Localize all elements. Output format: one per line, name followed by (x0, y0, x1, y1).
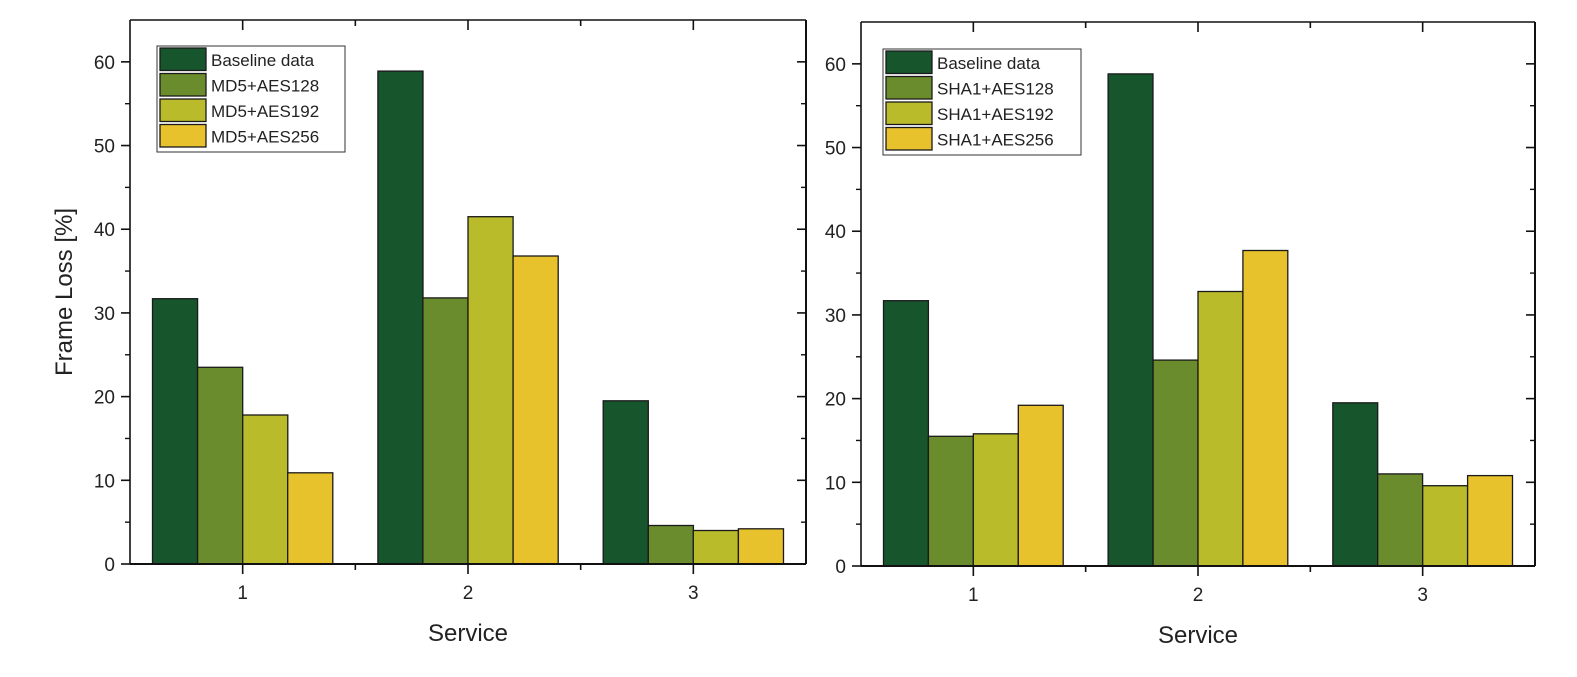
bar-md5-aes256-service-2 (512, 255, 559, 565)
y-tick-label: 60 (94, 53, 115, 74)
y-tick-label: 60 (825, 55, 846, 76)
bar-md5-aes192-service-2 (467, 216, 514, 565)
y-tick-label: 0 (104, 555, 115, 576)
y-tick-label: 40 (94, 220, 115, 241)
legend-label: SHA1+AES128 (937, 80, 1054, 99)
y-tick-label: 30 (94, 304, 115, 325)
bar-sha1-aes128-service-3 (1377, 473, 1424, 567)
y-tick-label: 20 (94, 388, 115, 409)
bar-sha1-aes128-service-2 (1152, 359, 1199, 567)
bar-baseline-data-service-1 (151, 298, 199, 565)
x-tick-label: 1 (968, 585, 979, 606)
left-chart-panel: 0 10 20 30 40 50 60 1 2 3 Service Frame Loss [%] Bas… (51, 19, 807, 647)
bar-baseline-data-service-3 (602, 400, 649, 565)
bar-baseline-data-service-3 (1332, 402, 1379, 567)
legend-swatch (885, 75, 933, 100)
x-tick-label: 3 (688, 583, 699, 604)
legend-label: MD5+AES128 (211, 77, 319, 96)
legend-swatch (159, 98, 207, 123)
bar-baseline-data-service-2 (377, 70, 424, 565)
y-axis-title: Frame Loss [%] (51, 208, 78, 376)
bar-md5-aes128-service-2 (422, 297, 469, 565)
x-tick-label: 1 (237, 583, 248, 604)
y-tick-label: 0 (835, 557, 846, 578)
legend-swatch (885, 126, 933, 151)
y-tick-label: 20 (825, 390, 846, 411)
y-tick-label: 50 (94, 137, 115, 158)
y-tick-label: 50 (825, 139, 846, 160)
x-tick-label: 2 (463, 583, 474, 604)
x-axis-title: Service (428, 620, 508, 647)
bar-sha1-aes128-service-1 (927, 435, 974, 567)
legend-swatch (159, 47, 207, 72)
bar-md5-aes192-service-3 (692, 529, 740, 565)
bar-sha1-aes256-service-1 (1017, 404, 1064, 567)
bar-baseline-data-service-2 (1107, 73, 1154, 567)
legend-label: SHA1+AES192 (937, 105, 1054, 124)
bar-sha1-aes256-service-2 (1242, 249, 1289, 567)
y-tick-label: 10 (825, 473, 846, 494)
bar-sha1-aes256-service-3 (1466, 474, 1514, 567)
right-chart-panel: 0 10 20 30 40 50 60 1 2 3 Service Baseline data SHA1… (825, 21, 1536, 649)
bar-sha1-aes192-service-2 (1197, 290, 1244, 567)
y-tick-label: 30 (825, 306, 846, 327)
legend-label: Baseline data (211, 51, 315, 70)
legend-label: MD5+AES192 (211, 102, 319, 121)
bar-md5-aes256-service-1 (287, 472, 334, 565)
x-tick-label: 2 (1193, 585, 1204, 606)
y-tick-label: 10 (94, 471, 115, 492)
bar-baseline-data-service-1 (882, 300, 930, 567)
bar-md5-aes128-service-3 (647, 524, 695, 565)
y-tick-label: 40 (825, 222, 846, 243)
legend: Baseline data SHA1+AES128 SHA1+AES192 SHA1+… (882, 48, 1082, 156)
legend-swatch (885, 50, 933, 75)
legend: Baseline data MD5+AES128 MD5+AES192 MD5+AES… (156, 45, 346, 153)
bar-sha1-aes192-service-3 (1422, 485, 1469, 567)
legend-swatch (885, 101, 933, 126)
legend-swatch (159, 123, 207, 148)
legend-label: SHA1+AES256 (937, 131, 1054, 150)
x-axis-title: Service (1158, 622, 1238, 649)
legend-swatch (159, 72, 207, 97)
bar-sha1-aes192-service-1 (972, 433, 1019, 567)
bar-md5-aes192-service-1 (242, 414, 289, 565)
x-tick-label: 3 (1417, 585, 1428, 606)
bar-md5-aes256-service-3 (737, 528, 785, 565)
legend-label: MD5+AES256 (211, 128, 319, 147)
bar-md5-aes128-service-1 (196, 366, 244, 565)
legend-label: Baseline data (937, 54, 1041, 73)
